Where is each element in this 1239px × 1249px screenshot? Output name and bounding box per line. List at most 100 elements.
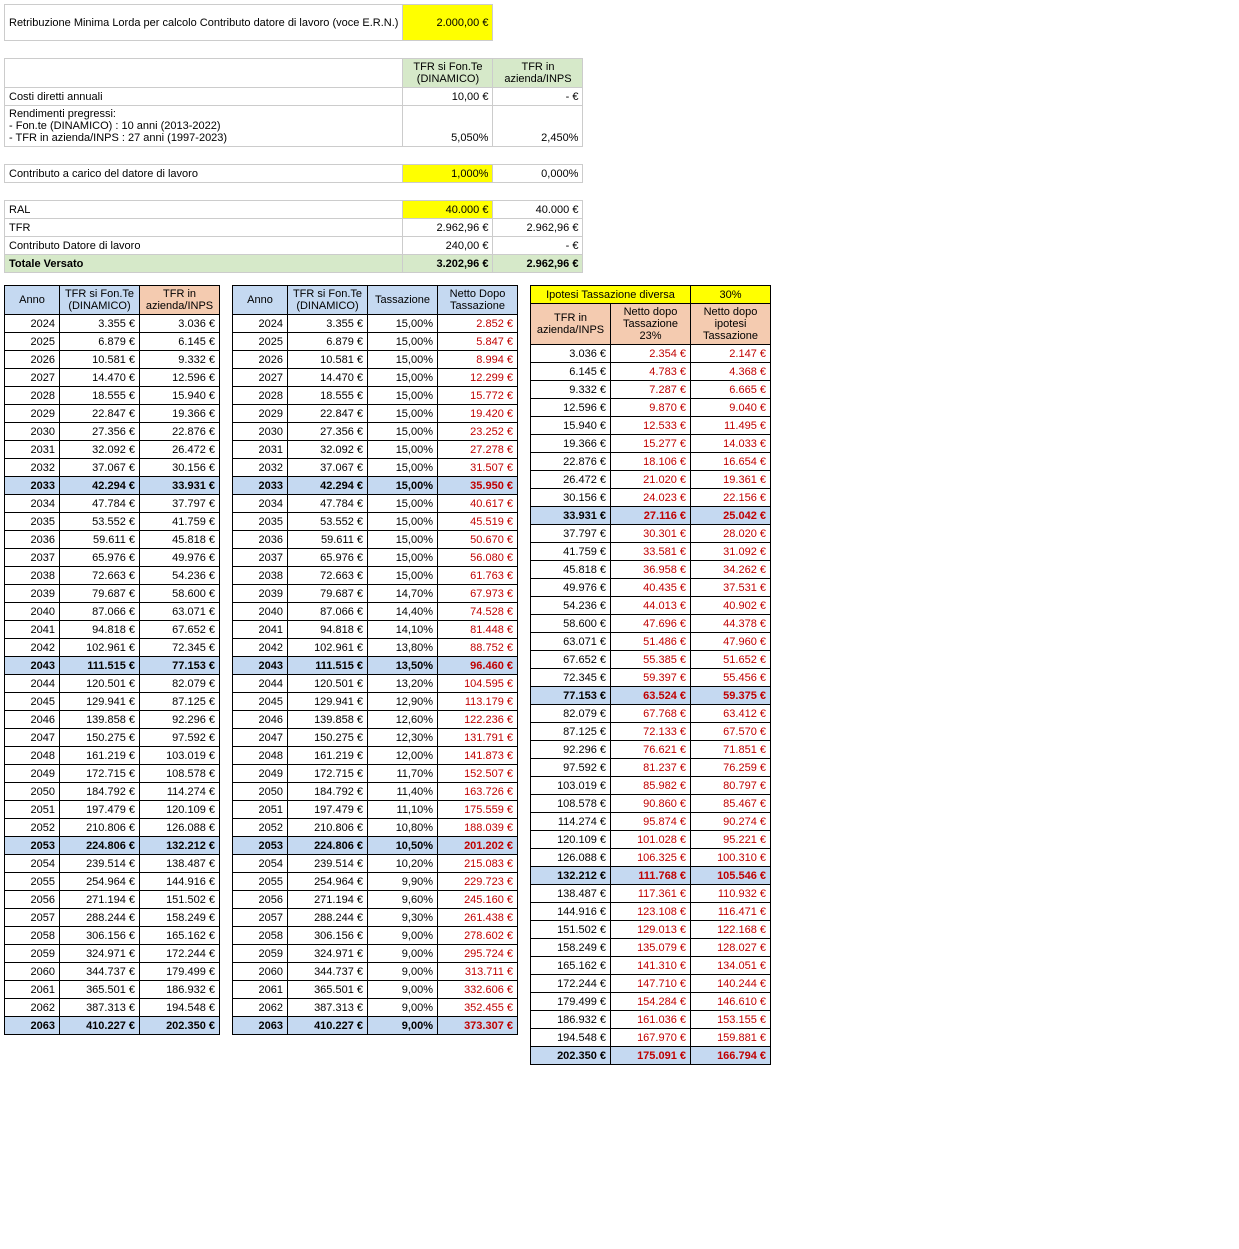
retribuzione-label: Retribuzione Minima Lorda per calcolo Co…: [5, 5, 403, 41]
table-row: 2049 172.715 € 11,70% 152.507 €: [233, 765, 518, 783]
table-row: 172.244 € 147.710 € 140.244 €: [531, 975, 771, 993]
table-row: 2060 344.737 € 179.499 €: [5, 963, 220, 981]
table-row: 2032 37.067 € 15,00% 31.507 €: [233, 459, 518, 477]
table-row: 2051 197.479 € 11,10% 175.559 €: [233, 801, 518, 819]
table-row: 103.019 € 85.982 € 80.797 €: [531, 777, 771, 795]
table-row: 2059 324.971 € 9,00% 295.724 €: [233, 945, 518, 963]
col-header: TFR si Fon.Te (DINAMICO): [60, 286, 140, 315]
col-header: Netto Dopo Tassazione: [438, 286, 518, 315]
table-row: 179.499 € 154.284 € 146.610 €: [531, 993, 771, 1011]
table-row: 2024 3.355 € 15,00% 2.852 €: [233, 315, 518, 333]
ral-label: RAL: [5, 201, 403, 219]
table-row: 82.079 € 67.768 € 63.412 €: [531, 705, 771, 723]
projection-table-2: AnnoTFR si Fon.Te (DINAMICO)TassazioneNe…: [232, 285, 518, 1035]
table-row: 2050 184.792 € 11,40% 163.726 €: [233, 783, 518, 801]
table-row: 2041 94.818 € 14,10% 81.448 €: [233, 621, 518, 639]
table-row: 2037 65.976 € 49.976 €: [5, 549, 220, 567]
table-row: 30.156 € 24.023 € 22.156 €: [531, 489, 771, 507]
table-row: 2047 150.275 € 12,30% 131.791 €: [233, 729, 518, 747]
summary-table: Retribuzione Minima Lorda per calcolo Co…: [4, 4, 583, 273]
table-row: 158.249 € 135.079 € 128.027 €: [531, 939, 771, 957]
table-row: 2025 6.879 € 6.145 €: [5, 333, 220, 351]
table-row: 87.125 € 72.133 € 67.570 €: [531, 723, 771, 741]
table-row: 132.212 € 111.768 € 105.546 €: [531, 867, 771, 885]
table-row: 41.759 € 33.581 € 31.092 €: [531, 543, 771, 561]
table-row: 2046 139.858 € 12,60% 122.236 €: [233, 711, 518, 729]
rendimenti-inps-note: - TFR in azienda/INPS : 27 anni (1997-20…: [9, 132, 398, 144]
totale-label: Totale Versato: [5, 255, 403, 273]
table-row: 202.350 € 175.091 € 166.794 €: [531, 1047, 771, 1065]
contributo-datore-label: Contributo Datore di lavoro: [5, 237, 403, 255]
table-row: 2057 288.244 € 9,30% 261.438 €: [233, 909, 518, 927]
col-header: Netto dopo ipotesi Tassazione: [691, 304, 771, 345]
table-row: 2043 111.515 € 13,50% 96.460 €: [233, 657, 518, 675]
table-row: 2030 27.356 € 15,00% 23.252 €: [233, 423, 518, 441]
table-row: 2062 387.313 € 9,00% 352.455 €: [233, 999, 518, 1017]
table-row: 2026 10.581 € 9.332 €: [5, 351, 220, 369]
table-row: 2063 410.227 € 9,00% 373.307 €: [233, 1017, 518, 1035]
table-row: 22.876 € 18.106 € 16.654 €: [531, 453, 771, 471]
table-row: 2048 161.219 € 103.019 €: [5, 747, 220, 765]
table-row: 12.596 € 9.870 € 9.040 €: [531, 399, 771, 417]
table-row: 3.036 € 2.354 € 2.147 €: [531, 345, 771, 363]
retribuzione-value: 2.000,00 €: [403, 5, 493, 41]
table-row: 2047 150.275 € 97.592 €: [5, 729, 220, 747]
table-row: 138.487 € 117.361 € 110.932 €: [531, 885, 771, 903]
table-row: 54.236 € 44.013 € 40.902 €: [531, 597, 771, 615]
table-row: 2040 87.066 € 14,40% 74.528 €: [233, 603, 518, 621]
table-row: 2035 53.552 € 15,00% 45.519 €: [233, 513, 518, 531]
table-row: 2063 410.227 € 202.350 €: [5, 1017, 220, 1035]
col-header: TFR in azienda/INPS: [531, 304, 611, 345]
table-row: 2038 72.663 € 15,00% 61.763 €: [233, 567, 518, 585]
table-row: 2035 53.552 € 41.759 €: [5, 513, 220, 531]
col-header: Anno: [5, 286, 60, 315]
rendimenti-label: Rendimenti pregressi:: [9, 108, 398, 120]
table-row: 2045 129.941 € 12,90% 113.179 €: [233, 693, 518, 711]
table-row: 2028 18.555 € 15.940 €: [5, 387, 220, 405]
table-row: 2036 59.611 € 45.818 €: [5, 531, 220, 549]
table-row: 2059 324.971 € 172.244 €: [5, 945, 220, 963]
table-row: 2033 42.294 € 33.931 €: [5, 477, 220, 495]
col-inps-header: TFR in azienda/INPS: [493, 59, 583, 88]
col-header: Anno: [233, 286, 288, 315]
table-row: 144.916 € 123.108 € 116.471 €: [531, 903, 771, 921]
table-row: 72.345 € 59.397 € 55.456 €: [531, 669, 771, 687]
table-row: 2042 102.961 € 13,80% 88.752 €: [233, 639, 518, 657]
projection-table-1: AnnoTFR si Fon.Te (DINAMICO)TFR in azien…: [4, 285, 220, 1035]
table-row: 2058 306.156 € 165.162 €: [5, 927, 220, 945]
table-row: 2029 22.847 € 15,00% 19.420 €: [233, 405, 518, 423]
table-row: 2046 139.858 € 92.296 €: [5, 711, 220, 729]
table-row: 120.109 € 101.028 € 95.221 €: [531, 831, 771, 849]
table-row: 165.162 € 141.310 € 134.051 €: [531, 957, 771, 975]
contributo-carico-label: Contributo a carico del datore di lavoro: [5, 165, 403, 183]
table-row: 2051 197.479 € 120.109 €: [5, 801, 220, 819]
table-row: 2032 37.067 € 30.156 €: [5, 459, 220, 477]
table-row: 2054 239.514 € 138.487 €: [5, 855, 220, 873]
table-row: 2042 102.961 € 72.345 €: [5, 639, 220, 657]
table-row: 2025 6.879 € 15,00% 5.847 €: [233, 333, 518, 351]
col-header: Netto dopo Tassazione 23%: [611, 304, 691, 345]
table-row: 67.652 € 55.385 € 51.652 €: [531, 651, 771, 669]
table-row: 2030 27.356 € 22.876 €: [5, 423, 220, 441]
table-row: 92.296 € 76.621 € 71.851 €: [531, 741, 771, 759]
table-row: 2028 18.555 € 15,00% 15.772 €: [233, 387, 518, 405]
table-row: 2057 288.244 € 158.249 €: [5, 909, 220, 927]
table-row: 2044 120.501 € 82.079 €: [5, 675, 220, 693]
table-row: 151.502 € 129.013 € 122.168 €: [531, 921, 771, 939]
table-row: 2061 365.501 € 186.932 €: [5, 981, 220, 999]
table-row: 2031 32.092 € 15,00% 27.278 €: [233, 441, 518, 459]
table-row: 33.931 € 27.116 € 25.042 €: [531, 507, 771, 525]
col-header: Tassazione: [368, 286, 438, 315]
tax-banner-value: 30%: [691, 286, 771, 304]
table-row: 6.145 € 4.783 € 4.368 €: [531, 363, 771, 381]
table-row: 2055 254.964 € 144.916 €: [5, 873, 220, 891]
table-row: 2043 111.515 € 77.153 €: [5, 657, 220, 675]
table-row: 2058 306.156 € 9,00% 278.602 €: [233, 927, 518, 945]
table-row: 58.600 € 47.696 € 44.378 €: [531, 615, 771, 633]
table-row: 15.940 € 12.533 € 11.495 €: [531, 417, 771, 435]
table-row: 97.592 € 81.237 € 76.259 €: [531, 759, 771, 777]
table-row: 2056 271.194 € 9,60% 245.160 €: [233, 891, 518, 909]
projection-table-3: Ipotesi Tassazione diversa 30% TFR in az…: [530, 285, 771, 1065]
table-row: 2049 172.715 € 108.578 €: [5, 765, 220, 783]
tax-banner-label: Ipotesi Tassazione diversa: [531, 286, 691, 304]
